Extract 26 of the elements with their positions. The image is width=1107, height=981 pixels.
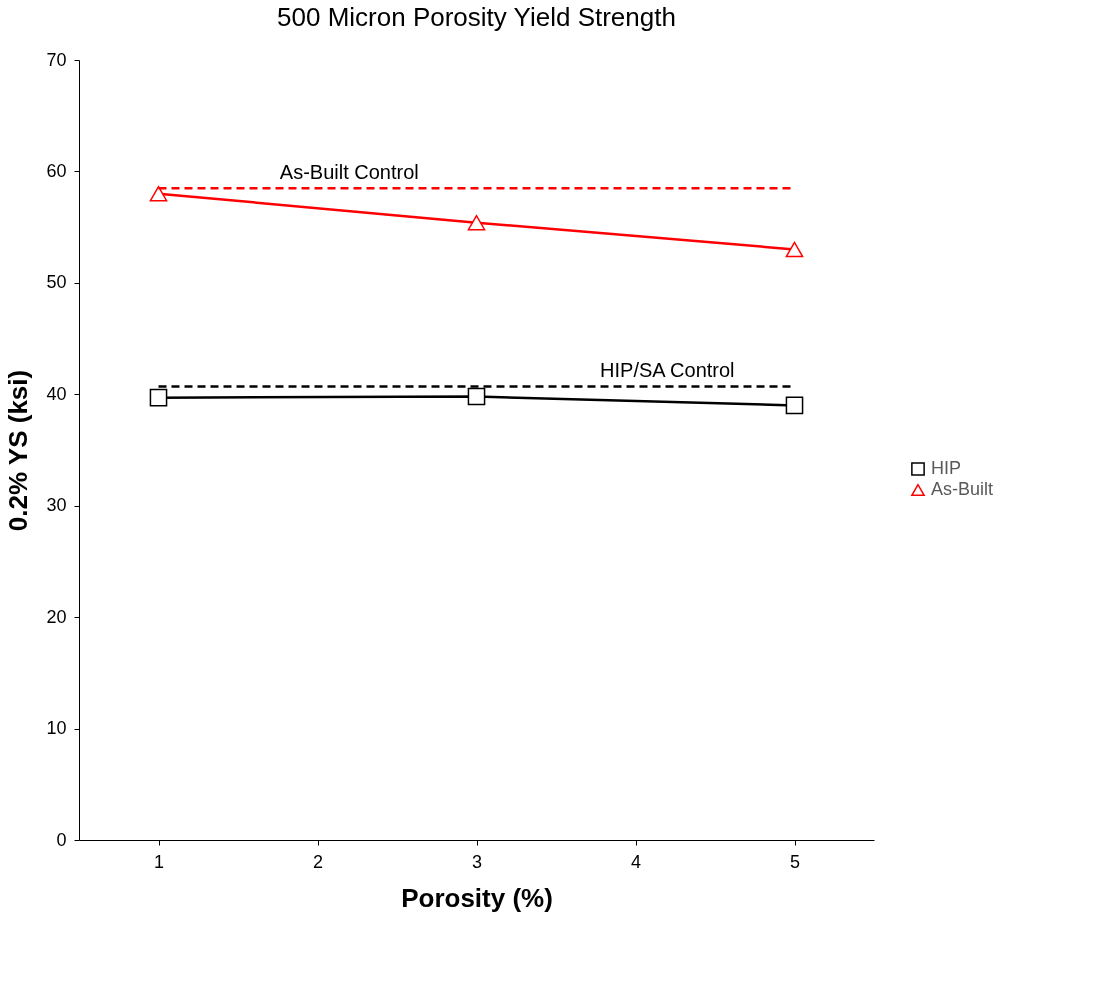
legend-label: HIP (931, 458, 962, 478)
x-tick-label: 5 (789, 851, 801, 872)
y-tick-label: 30 (46, 495, 67, 516)
x-tick-label: 2 (312, 851, 324, 872)
legend-label: As-Built (931, 479, 994, 499)
y-tick-label: 20 (46, 606, 67, 627)
x-tick-label: 4 (630, 851, 642, 872)
point (149, 185, 168, 202)
y-tick-label: 40 (46, 383, 67, 404)
y-tick-label: 10 (46, 718, 67, 739)
x-axis-title: Porosity (%) (401, 882, 553, 913)
point (467, 387, 486, 406)
annotation: HIP/SA Control (600, 359, 735, 382)
y-tick-label: 60 (46, 160, 67, 181)
y-tick-label: 0 (56, 829, 67, 850)
point (785, 241, 804, 258)
y-tick-label: 50 (46, 272, 67, 293)
point (467, 214, 486, 231)
x-tick-label: 1 (153, 851, 165, 872)
chart-title: 500 Micron Porosity Yield Strength (277, 2, 676, 32)
annotation: As-Built Control (279, 161, 419, 184)
x-tick-label: 3 (471, 851, 483, 872)
y-axis-title: 0.2% YS (ksi) (3, 369, 34, 532)
y-tick-label: 70 (46, 49, 67, 70)
point (785, 396, 804, 415)
point (149, 388, 168, 407)
